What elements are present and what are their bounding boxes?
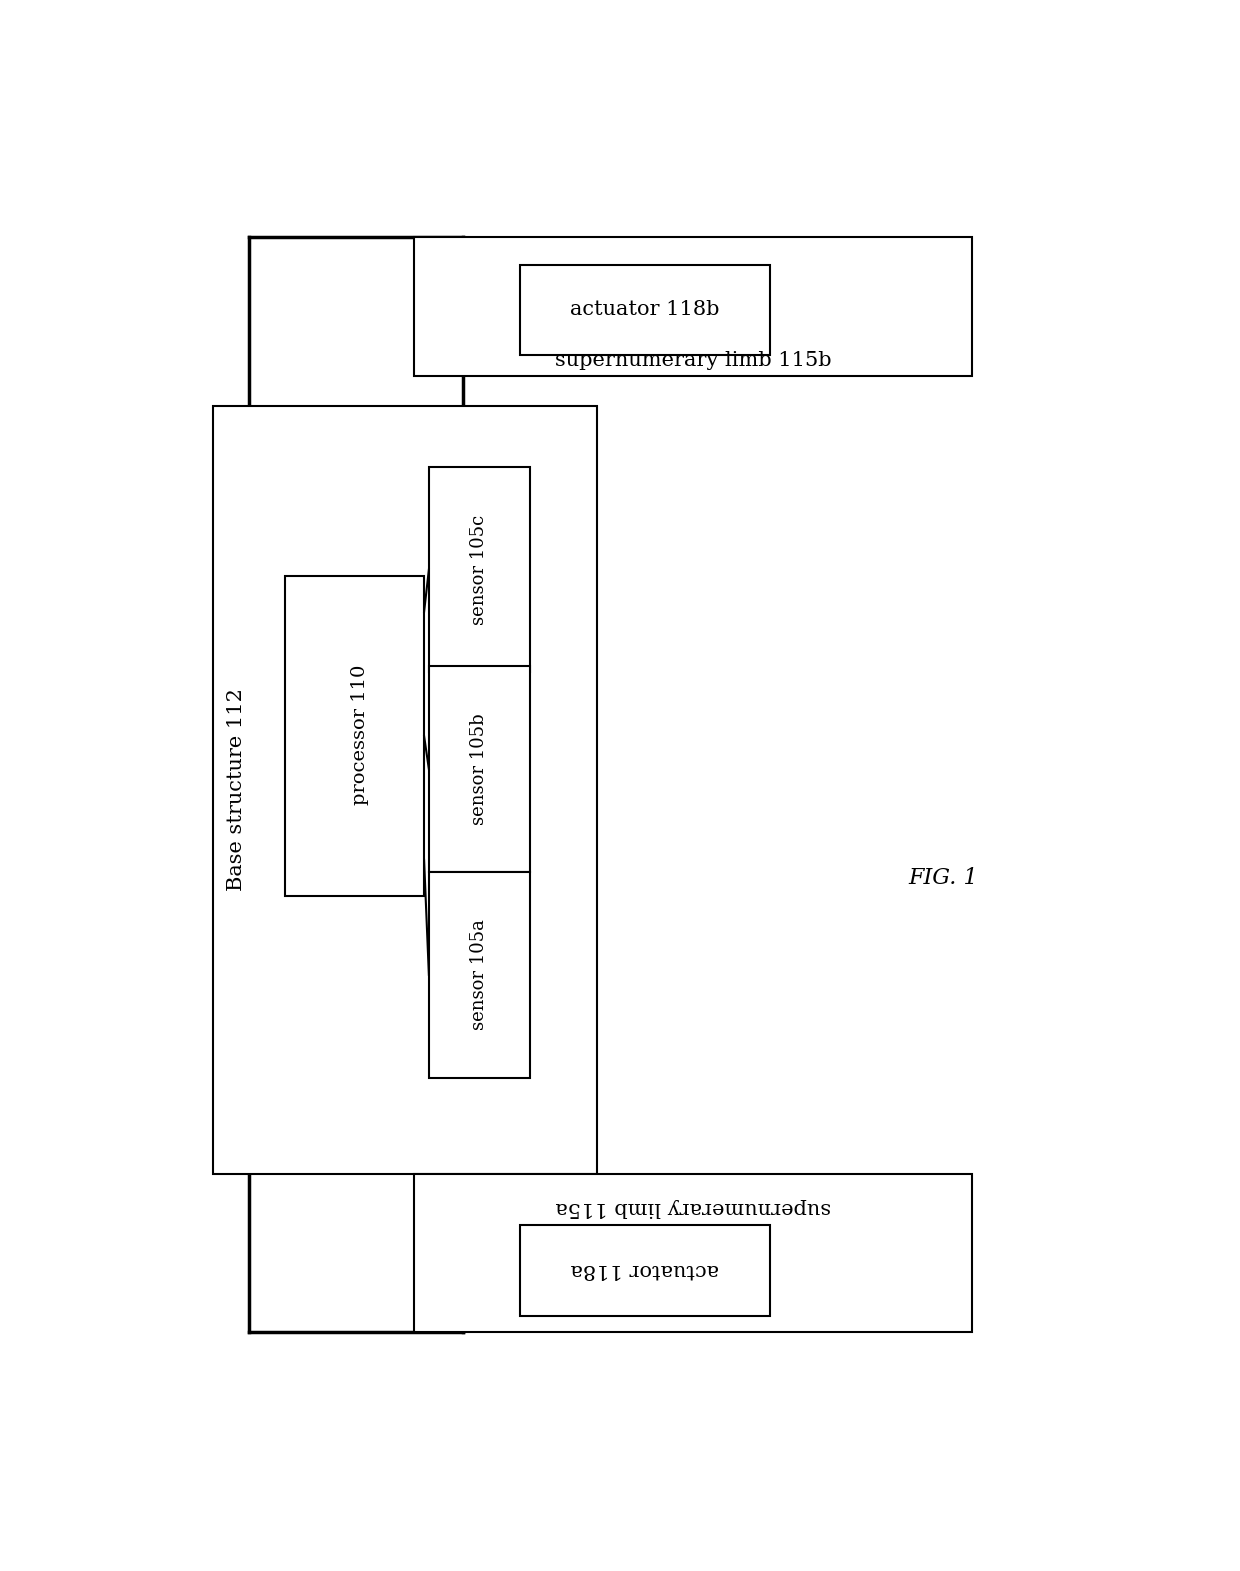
Text: FIG. 1: FIG. 1 bbox=[908, 867, 978, 889]
Bar bbox=[429, 666, 529, 872]
Bar bbox=[521, 265, 770, 355]
Text: actuator 118b: actuator 118b bbox=[570, 300, 719, 319]
Bar bbox=[414, 237, 972, 375]
Bar bbox=[429, 467, 529, 672]
Text: supernumerary limb 115b: supernumerary limb 115b bbox=[556, 350, 831, 369]
Bar bbox=[213, 407, 598, 1175]
Text: Base structure 112: Base structure 112 bbox=[227, 688, 247, 891]
Text: sensor 105b: sensor 105b bbox=[470, 713, 487, 825]
Bar bbox=[429, 872, 529, 1078]
Text: processor 110: processor 110 bbox=[351, 665, 368, 806]
Text: sensor 105c: sensor 105c bbox=[470, 514, 487, 625]
Bar bbox=[414, 1175, 972, 1332]
Text: supernumerary limb 115a: supernumerary limb 115a bbox=[556, 1197, 831, 1216]
Bar bbox=[285, 575, 424, 895]
Text: actuator 118a: actuator 118a bbox=[570, 1260, 719, 1279]
Text: sensor 105a: sensor 105a bbox=[470, 919, 487, 1031]
Bar bbox=[521, 1225, 770, 1316]
